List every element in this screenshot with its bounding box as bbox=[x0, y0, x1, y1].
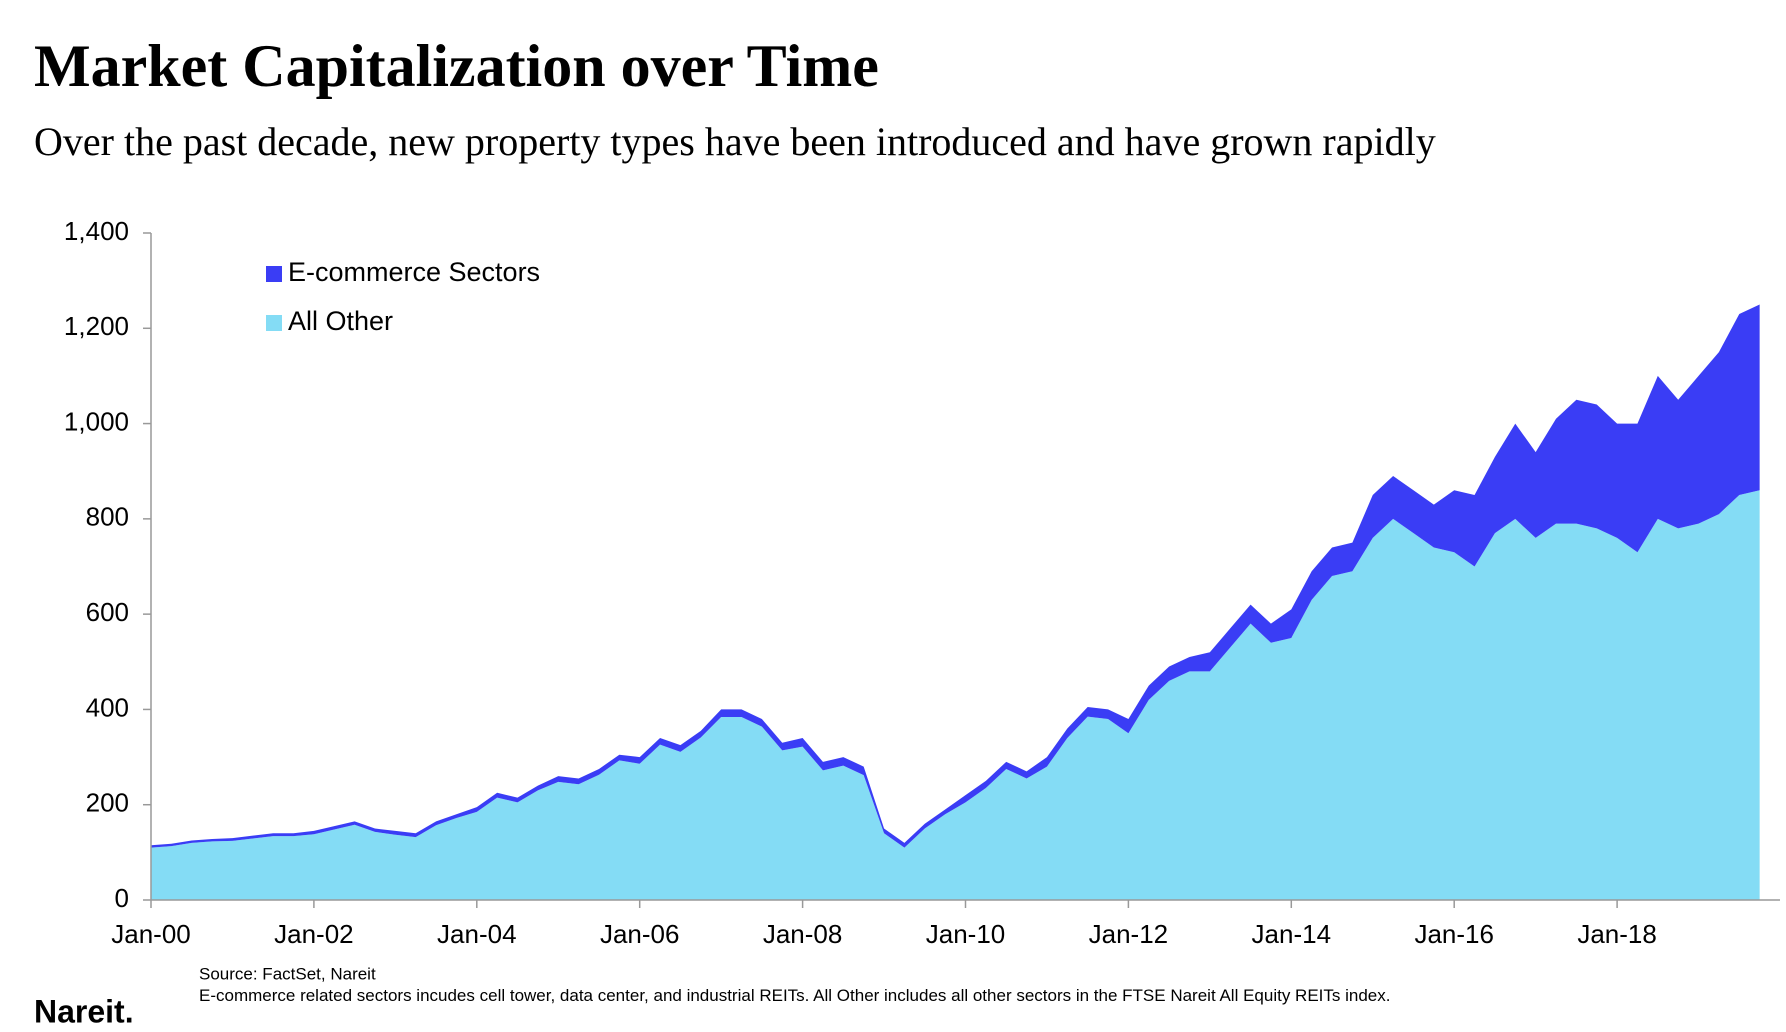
x-tick-label: Jan-02 bbox=[274, 919, 354, 949]
x-tick-label: Jan-10 bbox=[926, 919, 1006, 949]
x-tick-label: Jan-04 bbox=[437, 919, 517, 949]
y-tick-label: 1,200 bbox=[64, 311, 129, 341]
x-tick-label: Jan-08 bbox=[763, 919, 843, 949]
x-tick-label: Jan-00 bbox=[111, 919, 191, 949]
x-tick-label: Jan-18 bbox=[1577, 919, 1657, 949]
y-tick-label: 400 bbox=[86, 692, 129, 722]
chart-title: Market Capitalization over Time bbox=[34, 33, 879, 99]
note: E-commerce related sectors incudes cell … bbox=[199, 986, 1391, 1005]
area bbox=[151, 490, 1760, 900]
legend-label: E-commerce Sectors bbox=[288, 257, 540, 287]
y-tick-label: 1,000 bbox=[64, 406, 129, 436]
y-tick-label: 200 bbox=[86, 788, 129, 818]
legend-swatch bbox=[266, 266, 282, 282]
legend-label: All Other bbox=[288, 306, 393, 336]
x-tick-label: Jan-06 bbox=[600, 919, 680, 949]
y-tick-label: 1,400 bbox=[64, 216, 129, 246]
chart-subtitle: Over the past decade, new property types… bbox=[34, 119, 1436, 164]
source: Source: FactSet, Nareit bbox=[199, 964, 376, 983]
y-tick-label: 600 bbox=[86, 597, 129, 627]
y-tick-label: 0 bbox=[115, 883, 129, 913]
legend-swatch bbox=[266, 315, 282, 331]
x-tick-label: Jan-14 bbox=[1252, 919, 1332, 949]
logo: Nareit. bbox=[34, 993, 134, 1029]
y-tick-label: 800 bbox=[86, 502, 129, 532]
x-tick-label: Jan-16 bbox=[1414, 919, 1494, 949]
x-tick-label: Jan-12 bbox=[1089, 919, 1169, 949]
